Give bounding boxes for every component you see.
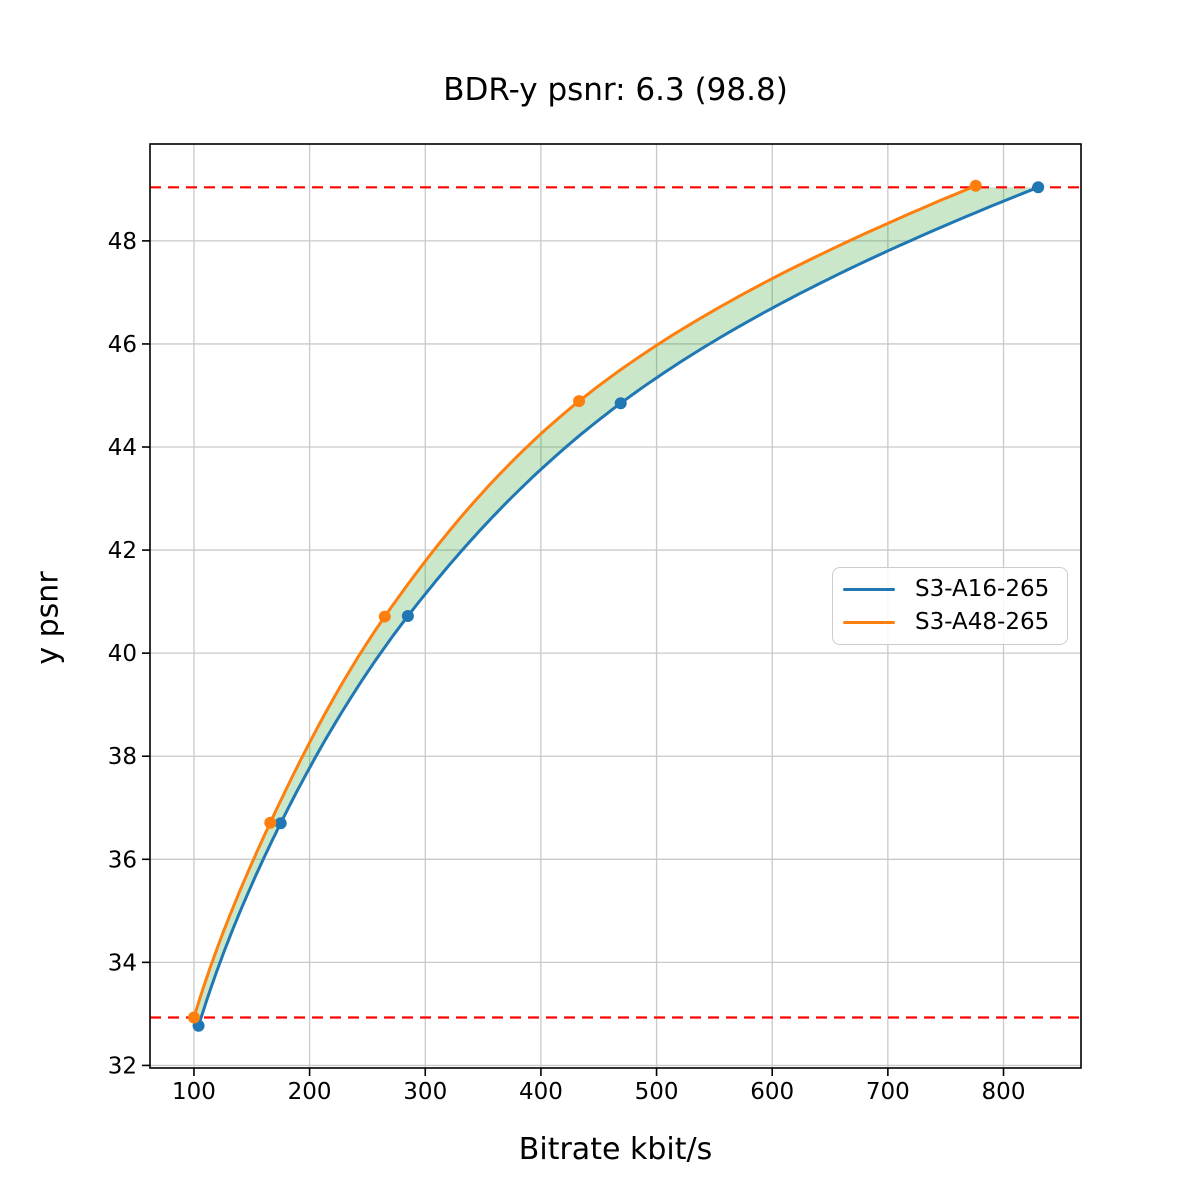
y-tick-label: 40 (108, 641, 137, 667)
legend-item: S3-A48-265 (843, 611, 1057, 634)
y-tick-label: 48 (108, 229, 137, 255)
y-tick-label: 32 (108, 1053, 137, 1079)
data-point-S3-A16-265 (614, 397, 627, 410)
data-point-S3-A48-265 (969, 179, 982, 192)
series-line-S3-A48-265 (192, 184, 978, 1019)
data-point-S3-A16-265 (274, 817, 287, 830)
data-point-S3-A48-265 (264, 816, 277, 829)
y-tick-label: 38 (108, 744, 137, 770)
x-tick-label: 800 (982, 1079, 1026, 1105)
y-tick-label: 46 (108, 332, 137, 358)
data-point-S3-A16-265 (401, 610, 414, 623)
legend-label-1: S3-A48-265 (915, 609, 1050, 635)
plot-border (149, 143, 1082, 1069)
data-point-S3-A48-265 (187, 1011, 200, 1024)
chart-title: BDR-y psnr: 6.3 (98.8) (443, 72, 788, 108)
data-point-S3-A48-265 (378, 610, 391, 623)
x-axis-label: Bitrate kbit/s (518, 1132, 713, 1167)
legend: S3-A16-265 S3-A48-265 (832, 567, 1068, 645)
x-tick-label: 700 (866, 1079, 910, 1105)
y-tick-label: 36 (108, 847, 137, 873)
data-point-S3-A16-265 (1032, 181, 1045, 194)
series-line-S3-A16-265 (197, 185, 1040, 1028)
y-tick-label: 42 (108, 538, 137, 564)
x-tick-label: 600 (750, 1079, 794, 1105)
y-tick-label: 34 (108, 950, 137, 976)
legend-line-sample-0 (843, 588, 895, 591)
y-tick-label: 44 (108, 435, 137, 461)
x-tick-label: 400 (519, 1079, 563, 1105)
x-tick-label: 500 (635, 1079, 679, 1105)
y-axis-label: y psnr (30, 571, 66, 665)
legend-item: S3-A16-265 (843, 578, 1057, 601)
legend-line-sample-1 (843, 621, 895, 624)
x-tick-label: 200 (288, 1079, 332, 1105)
legend-label-0: S3-A16-265 (915, 576, 1050, 602)
data-point-S3-A48-265 (573, 395, 586, 408)
x-tick-label: 100 (172, 1079, 216, 1105)
x-tick-label: 300 (403, 1079, 447, 1105)
